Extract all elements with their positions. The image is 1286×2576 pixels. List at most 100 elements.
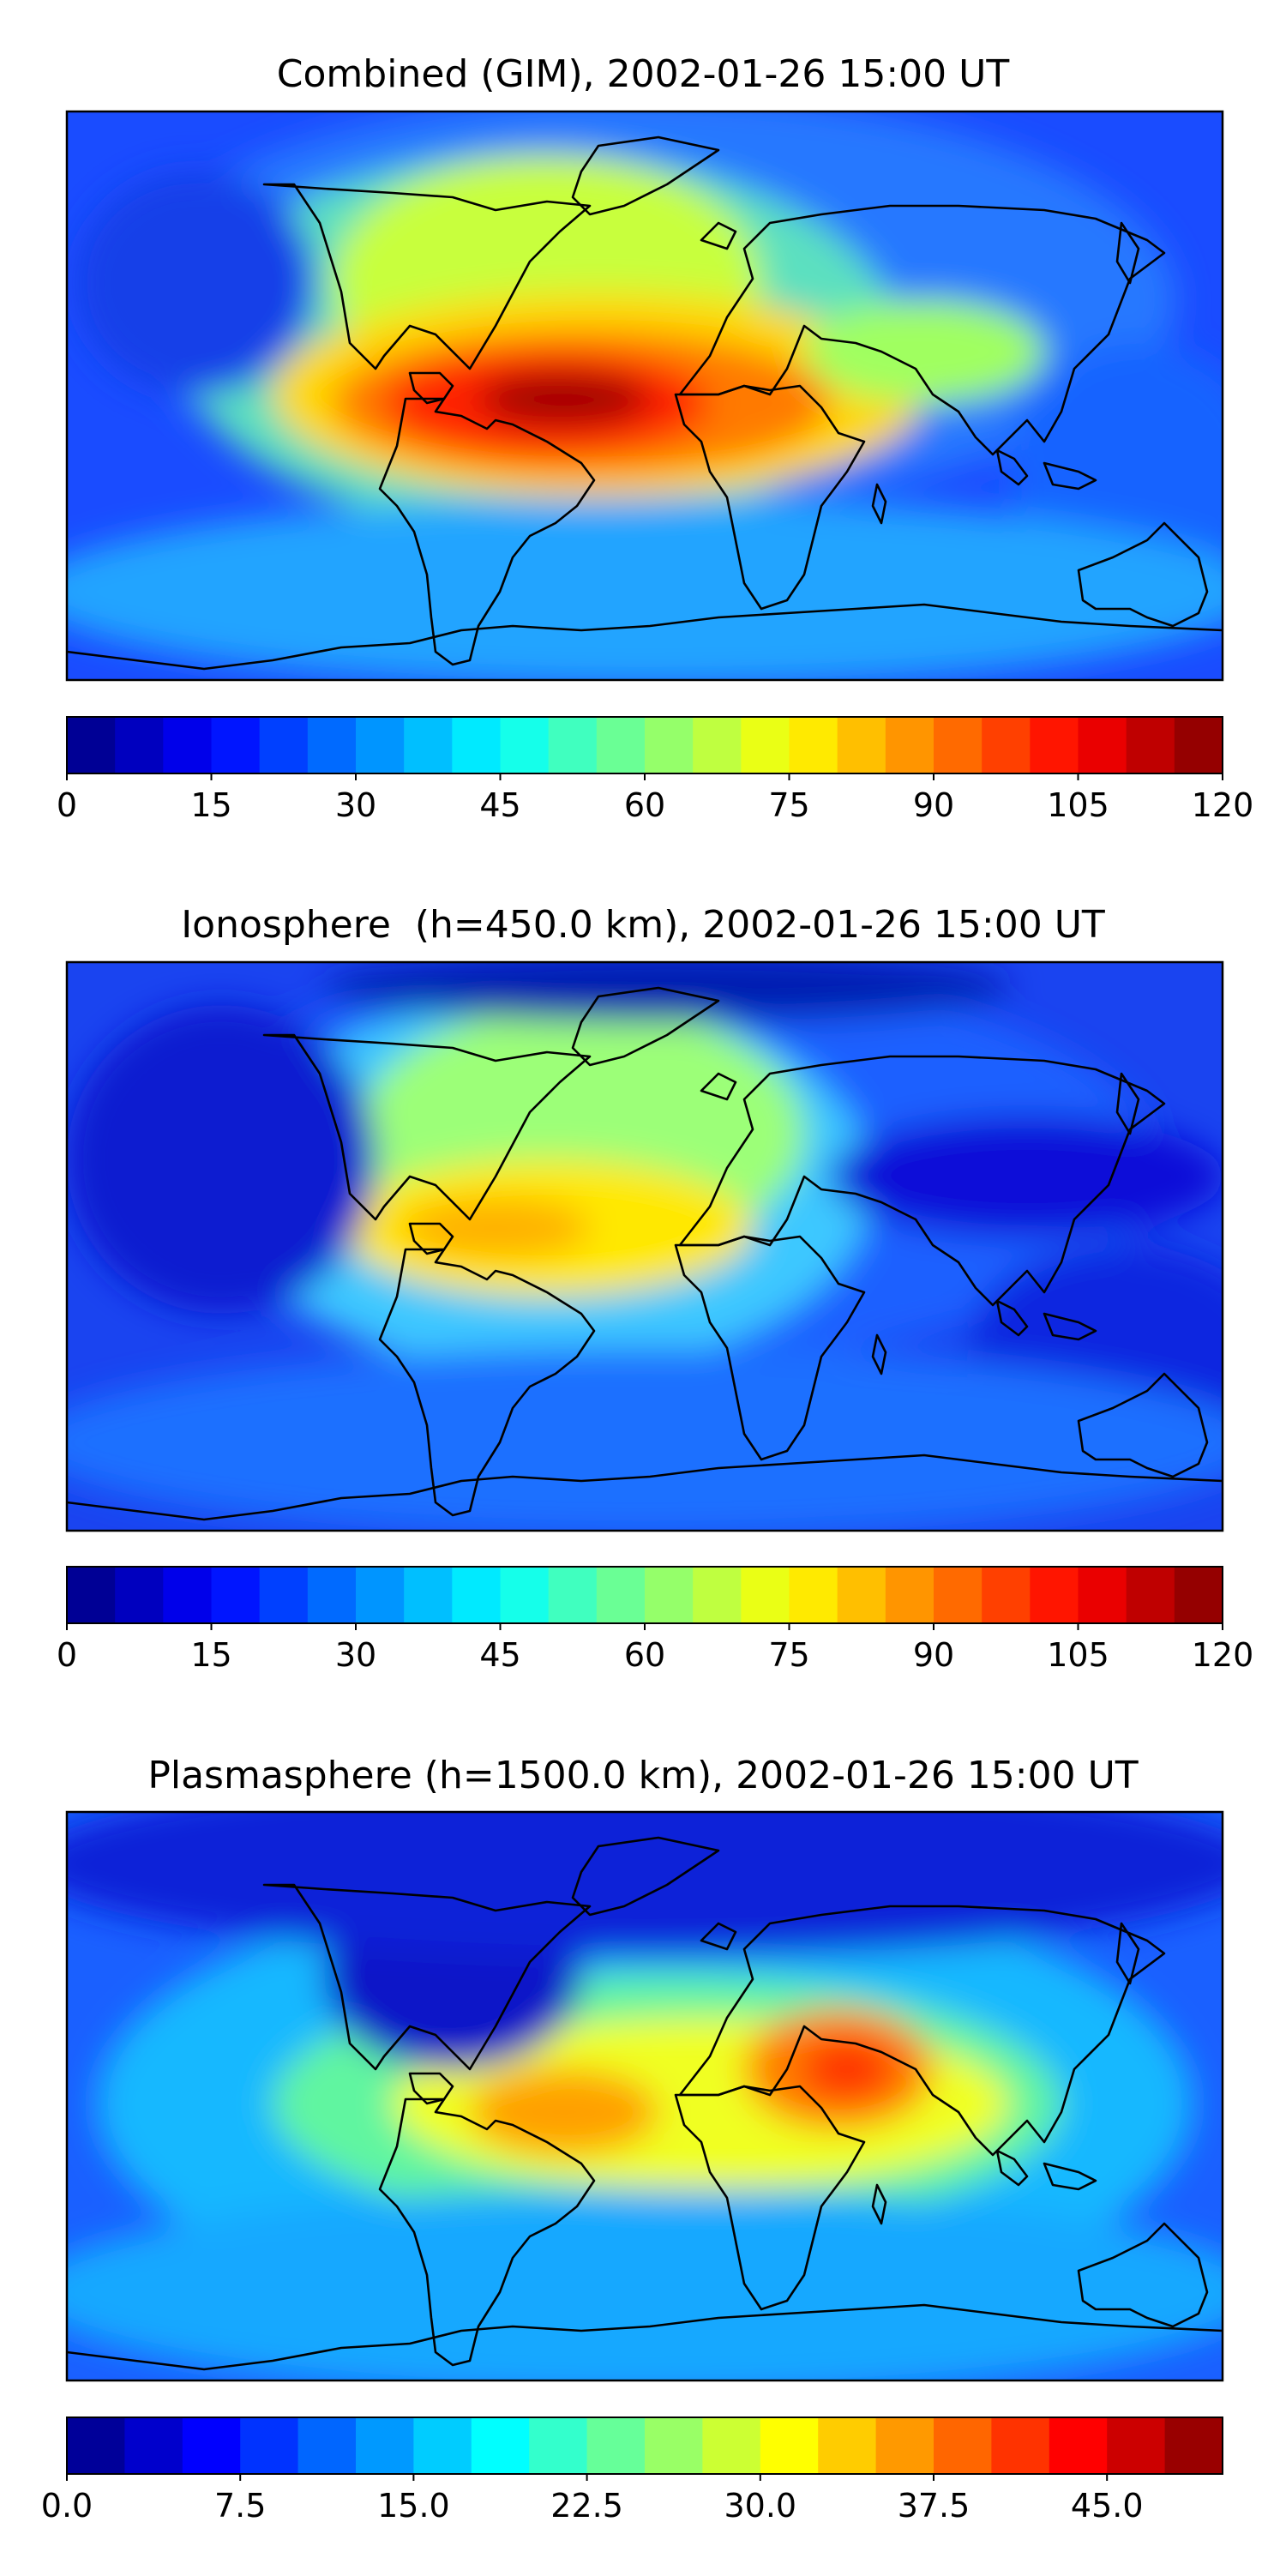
colorbar-level-4 (259, 717, 309, 773)
colorbar-level-13 (693, 717, 742, 773)
colorbar-level-5 (307, 1567, 357, 1623)
colorbar-level-7 (404, 1567, 453, 1623)
colorbar-level-19 (982, 1567, 1031, 1623)
colorbar-tick-label: 45.0 (1071, 2487, 1144, 2525)
colorbar-level-16 (991, 2417, 1050, 2474)
colorbar-level-19 (1164, 2417, 1223, 2474)
colorbar-level-3 (211, 717, 261, 773)
colorbar-level-17 (885, 717, 934, 773)
colorbar-tick-label: 0.0 (41, 2487, 93, 2525)
colorbar-level-21 (1078, 1567, 1127, 1623)
colorbar-ionosphere: 0 15 30 45 60 75 90 105 120 (57, 1566, 1254, 1674)
colorbar-level-2 (182, 2417, 241, 2474)
colorbar-level-14 (741, 1567, 790, 1623)
colorbar-frame (66, 2417, 1223, 2475)
panel-title-ionosphere: Ionosphere (h=450.0 km), 2002-01-26 15:0… (181, 903, 1105, 947)
colorbar-level-14 (741, 717, 790, 773)
colorbar-tick-label: 75 (768, 1636, 809, 1674)
colorbar-level-9 (500, 717, 550, 773)
colorbar-level-0 (67, 1567, 116, 1623)
colorbar-level-16 (837, 717, 886, 773)
panel-title-plasmasphere: Plasmasphere (h=1500.0 km), 2002-01-26 1… (147, 1754, 1138, 1797)
map-combined (65, 110, 1224, 682)
colorbar-level-13 (693, 1567, 742, 1623)
panel-title-combined: Combined (GIM), 2002-01-26 15:00 UT (277, 52, 1010, 96)
colorbar-level-1 (115, 1567, 164, 1623)
colorbar-tick-label: 60 (624, 1636, 665, 1674)
colorbar-level-10 (645, 2417, 703, 2474)
colorbar-tick-label: 120 (1192, 1636, 1254, 1674)
colorbar-level-3 (211, 1567, 261, 1623)
colorbar-tick-label: 15.0 (377, 2487, 450, 2525)
colorbar-level-8 (529, 2417, 588, 2474)
colorbar-level-18 (934, 1567, 983, 1623)
colorbar-level-5 (356, 2417, 414, 2474)
colorbar-level-0 (67, 2417, 125, 2474)
colorbar-level-23 (1174, 1567, 1223, 1623)
colorbar-tick-label: 15 (190, 786, 231, 824)
colorbar-level-7 (471, 2417, 530, 2474)
colorbar-level-13 (818, 2417, 877, 2474)
map-plasmasphere (65, 1810, 1224, 2382)
colorbar-tick-label: 22.5 (550, 2487, 623, 2525)
colorbar-tick-label: 90 (913, 786, 954, 824)
colorbar-tick-label: 45 (479, 1636, 520, 1674)
colorbar-level-11 (596, 1567, 646, 1623)
colorbar-level-7 (404, 717, 453, 773)
colorbar-tick-label: 30 (335, 1636, 376, 1674)
map-ionosphere (65, 960, 1224, 1532)
panel-combined: Combined (GIM), 2002-01-26 15:00 UT 0 15 3… (57, 52, 1254, 824)
colorbar-level-10 (548, 1567, 598, 1623)
colorbar-level-20 (1030, 717, 1079, 773)
colorbar-level-16 (837, 1567, 886, 1623)
colorbar-level-17 (1049, 2417, 1108, 2474)
colorbar-tick-label: 0 (57, 1636, 77, 1674)
colorbar-level-11 (596, 717, 646, 773)
colorbar-tick-label: 105 (1047, 786, 1109, 824)
colorbar-level-15 (934, 2417, 992, 2474)
colorbar-tick-label: 105 (1047, 1636, 1109, 1674)
colorbar-tick-label: 0 (57, 786, 77, 824)
colorbar-tick-label: 90 (913, 1636, 954, 1674)
colorbar-level-12 (645, 717, 694, 773)
colorbar-level-1 (115, 717, 164, 773)
colorbar-level-12 (645, 1567, 694, 1623)
panel-plasmasphere: Plasmasphere (h=1500.0 km), 2002-01-26 1… (41, 1754, 1224, 2525)
colorbar-level-0 (67, 717, 116, 773)
colorbar-level-1 (124, 2417, 183, 2474)
colorbar-tick-label: 60 (624, 786, 665, 824)
panel-ionosphere: Ionosphere (h=450.0 km), 2002-01-26 15:0… (57, 903, 1254, 1674)
colorbar-level-23 (1174, 717, 1223, 773)
colorbar-tick-label: 45 (479, 786, 520, 824)
colorbar-combined: 0 15 30 45 60 75 90 105 120 (57, 716, 1254, 824)
colorbar-level-5 (307, 717, 357, 773)
colorbar-plasmasphere: 0.0 7.5 15.0 22.5 30.0 37.5 45.0 (41, 2417, 1223, 2525)
colorbar-level-3 (240, 2417, 299, 2474)
colorbar-level-21 (1078, 717, 1127, 773)
colorbar-tick-label: 7.5 (214, 2487, 266, 2525)
colorbar-level-8 (452, 717, 502, 773)
colorbar-level-9 (500, 1567, 550, 1623)
colorbar-level-19 (982, 717, 1031, 773)
colorbar-level-15 (789, 1567, 838, 1623)
colorbar-level-6 (413, 2417, 472, 2474)
colorbar-level-9 (586, 2417, 646, 2474)
colorbar-level-10 (548, 717, 598, 773)
colorbar-level-4 (297, 2417, 357, 2474)
colorbar-level-18 (1107, 2417, 1166, 2474)
colorbar-level-17 (885, 1567, 934, 1623)
colorbar-level-20 (1030, 1567, 1079, 1623)
colorbar-level-2 (163, 1567, 213, 1623)
colorbar-level-15 (789, 717, 838, 773)
colorbar-level-6 (356, 717, 405, 773)
colorbar-level-4 (259, 1567, 309, 1623)
colorbar-tick-label: 120 (1192, 786, 1254, 824)
colorbar-tick-label: 30 (335, 786, 376, 824)
colorbar-level-22 (1126, 717, 1175, 773)
colorbar-level-12 (760, 2417, 819, 2474)
colorbar-level-18 (934, 717, 983, 773)
colorbar-tick-label: 37.5 (898, 2487, 971, 2525)
colorbar-level-14 (875, 2417, 934, 2474)
